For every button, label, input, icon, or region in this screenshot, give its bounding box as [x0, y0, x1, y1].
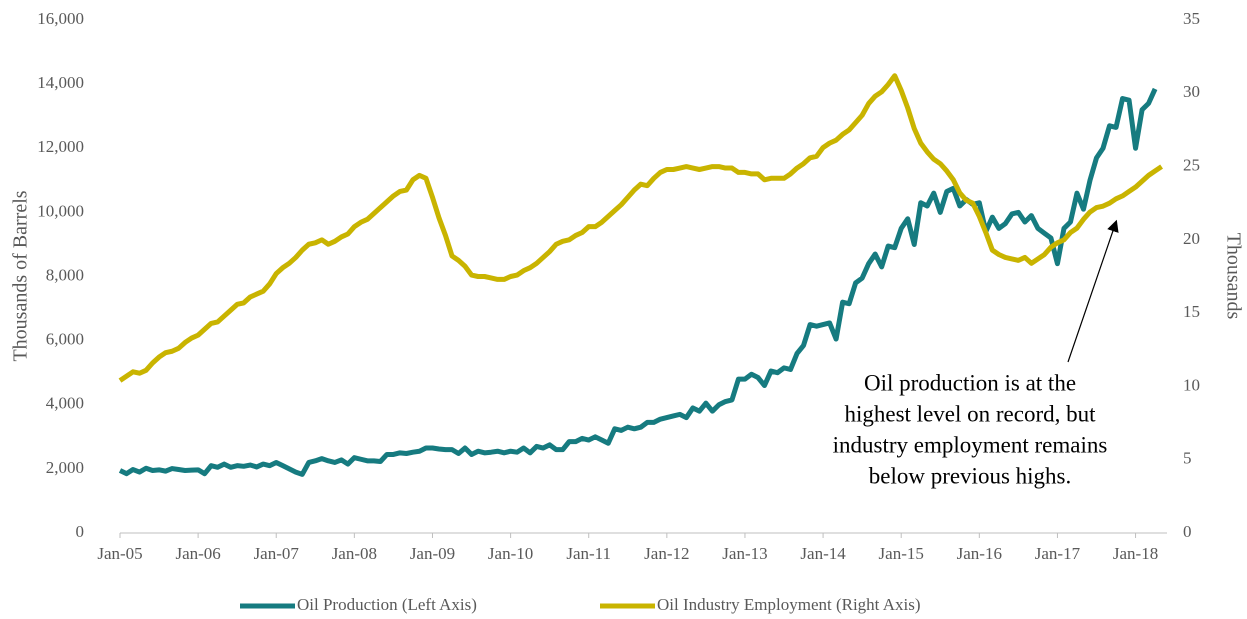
annotation: Oil production is at the: [864, 370, 1076, 395]
y-axis-title: Thousands of Barrels: [10, 190, 32, 361]
y-tick-label: 10,000: [37, 201, 84, 220]
y-tick-label: 0: [76, 522, 85, 541]
x-tick-label: Jan-11: [566, 544, 611, 563]
y-tick-label: 2,000: [46, 458, 84, 477]
annotation-arrow: [1067, 219, 1119, 363]
x-tick-label: Jan-06: [175, 544, 220, 563]
annotation: industry employment remains: [833, 432, 1108, 457]
y2-tick-label: 15: [1183, 302, 1200, 321]
y2-tick-label: 25: [1183, 155, 1200, 174]
y2-tick-label: 0: [1183, 522, 1192, 541]
x-tick-label: Jan-12: [644, 544, 689, 563]
y-tick-label: 12,000: [37, 137, 84, 156]
y2-tick-label: 10: [1183, 375, 1200, 394]
y-tick-label: 6,000: [46, 330, 84, 349]
x-tick-label: Jan-08: [332, 544, 377, 563]
x-tick-label: Jan-17: [1035, 544, 1081, 563]
y2-tick-label: 20: [1183, 229, 1200, 248]
y-tick-label: 8,000: [46, 265, 84, 284]
y2-axis-title: Thousands: [1222, 233, 1244, 320]
y2-tick-label: 35: [1183, 9, 1200, 28]
legend-label: Oil Production (Left Axis): [297, 595, 477, 614]
x-tick-label: Jan-16: [957, 544, 1002, 563]
y2-tick-label: 30: [1183, 82, 1200, 101]
y-tick-label: 16,000: [37, 9, 84, 28]
series-line: [118, 73, 1163, 383]
x-tick-label: Jan-09: [410, 544, 455, 563]
annotation: below previous highs.: [869, 463, 1072, 488]
x-tick-label: Jan-18: [1113, 544, 1158, 563]
x-tick-label: Jan-14: [800, 544, 846, 563]
y-tick-label: 4,000: [46, 394, 84, 413]
x-tick-label: Jan-05: [97, 544, 142, 563]
series-line: [118, 87, 1158, 477]
x-tick-label: Jan-15: [879, 544, 924, 563]
x-tick-label: Jan-07: [254, 544, 300, 563]
legend-label: Oil Industry Employment (Right Axis): [657, 595, 921, 614]
y-tick-label: 14,000: [37, 73, 84, 92]
y2-tick-label: 5: [1183, 449, 1192, 468]
x-tick-label: Jan-10: [488, 544, 533, 563]
annotation: highest level on record, but: [844, 401, 1096, 426]
x-tick-label: Jan-13: [722, 544, 767, 563]
